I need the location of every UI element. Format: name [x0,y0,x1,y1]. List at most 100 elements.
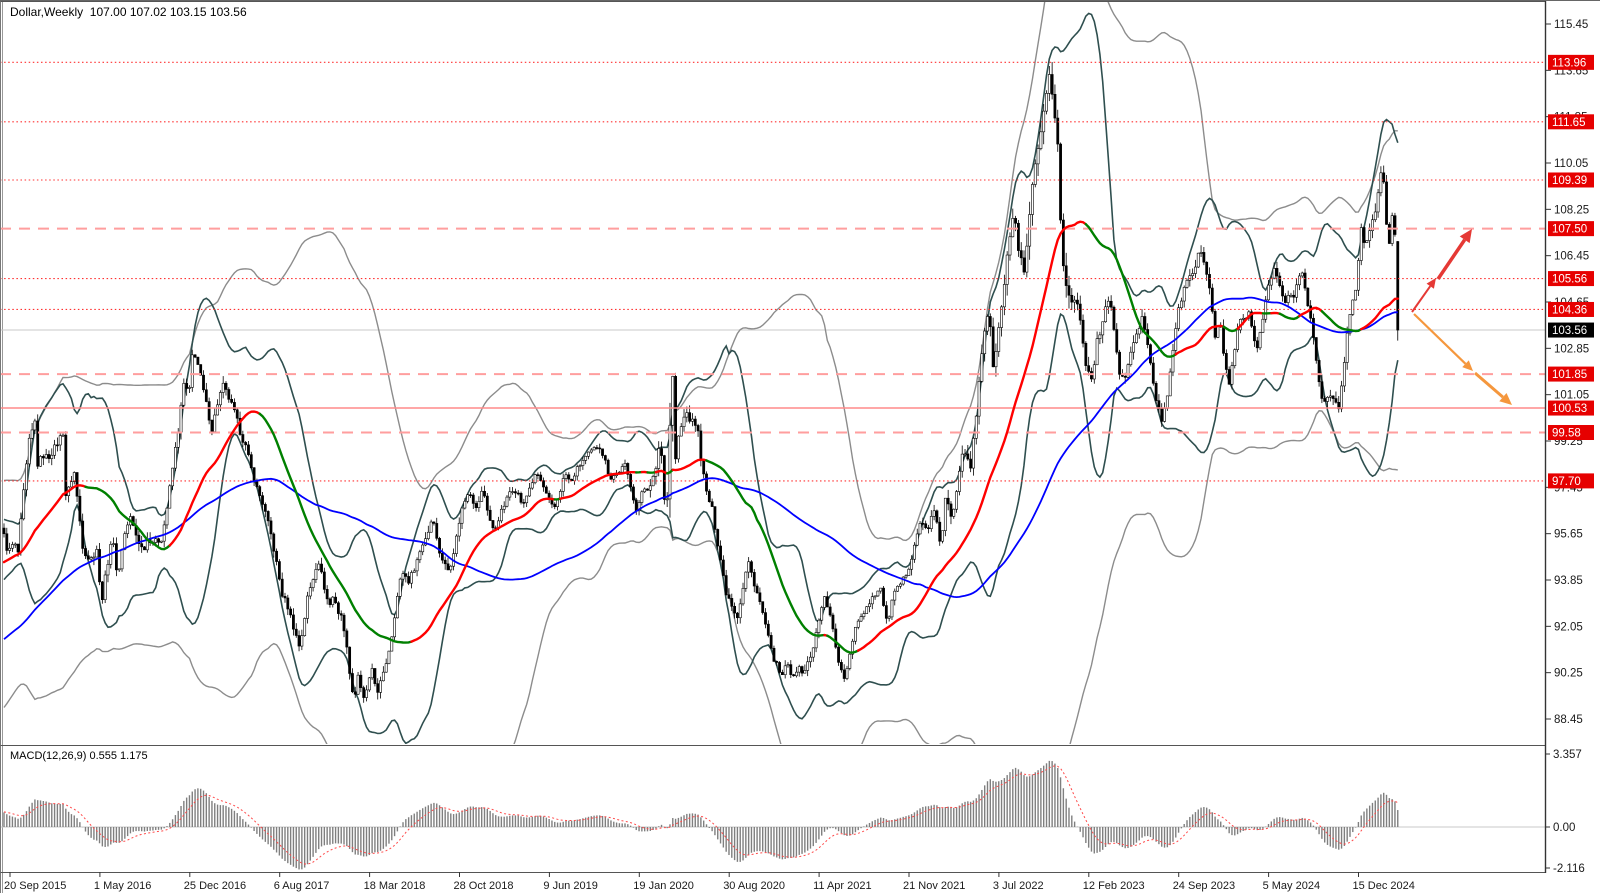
fast-ma-segment [646,471,658,474]
level-badge-text: 109.39 [1552,175,1587,187]
inner-band-lower [3,312,1399,744]
current-price-badge [1548,322,1594,338]
time-tick-label: 24 Sep 2023 [1173,880,1235,892]
price-axis[interactable]: 115.45113.65111.85110.05108.25106.45104.… [1546,19,1594,875]
fast-ma-segment [1320,310,1363,333]
projection-up-2[interactable] [1436,238,1467,280]
time-tick-label: 1 May 2016 [94,880,151,892]
fast-ma-segment [1222,325,1239,333]
time-tick-label: 28 Oct 2018 [454,880,514,892]
time-tick-label: 18 Mar 2018 [364,880,426,892]
time-tick-label: 12 Feb 2023 [1083,880,1145,892]
macd-indicator-label: MACD(12,26,9) 0.555 1.175 [10,750,148,762]
level-badge-text: 99.58 [1552,428,1581,440]
time-tick-label: 20 Sep 2015 [4,880,66,892]
level-badge [1548,425,1594,441]
macd-axis-label: 0.00 [1553,822,1575,834]
projection-down-1[interactable] [1413,313,1467,365]
fast-ma-segment [654,469,669,475]
time-tick-label: 9 Jun 2019 [543,880,597,892]
price-tick-label: 90.25 [1554,668,1583,680]
level-badge-text: 111.65 [1552,117,1585,129]
level-badge-text: 113.96 [1552,57,1586,69]
window-left-border [0,1,3,893]
slow-ma-line [3,296,1398,640]
fast-ma-segment [84,485,171,551]
price-tick-label: 108.25 [1554,204,1589,216]
fast-ma-segment [258,412,413,644]
level-badge [1548,172,1594,188]
price-tick-label: 93.85 [1554,575,1583,587]
candles [2,62,1400,703]
level-badge-text: 105.56 [1552,274,1587,286]
macd-pane [1,760,1545,870]
time-tick-label: 3 Jul 2022 [993,880,1044,892]
fast-ma-segment [857,220,1087,652]
time-tick-label: 6 Aug 2017 [274,880,330,892]
time-axis[interactable]: 20 Sep 2015 1 May 2016 25 Dec 2016 6 Aug 20… [4,872,1415,892]
main-price-pane [0,2,1546,744]
trend-projection-arrows[interactable] [1411,229,1512,405]
level-badge [1548,301,1594,317]
outer-band-lower [3,410,1398,744]
fast-ma-segment [2,484,87,564]
fast-ma-segment [666,468,674,475]
price-tick-label: 95.65 [1554,529,1583,541]
price-tick-label: 102.85 [1554,343,1589,355]
level-badge [1548,400,1594,416]
price-tick-label: 115.45 [1554,19,1588,31]
macd-axis-label: -2.116 [1553,863,1585,875]
price-tick-label: 106.45 [1554,251,1589,263]
symbol-ohlc-title: Dollar,Weekly 107.00 107.02 103.15 103.5… [10,5,247,19]
projection-down-1-head[interactable] [1462,360,1473,371]
current-price-badge-text: 103.56 [1552,325,1587,337]
outer-band-upper [3,2,1398,542]
price-tick-label: 101.05 [1554,390,1589,402]
time-tick-label: 21 Nov 2021 [903,880,965,892]
level-badge-text: 100.53 [1552,403,1587,415]
level-badge [1548,54,1594,70]
level-badge-text: 97.70 [1552,476,1581,488]
price-level-lines[interactable] [0,61,1546,482]
price-tick-label: 110.05 [1554,158,1588,170]
macd-axis-label: 3.357 [1553,749,1582,761]
level-badge [1548,114,1594,130]
fast-ma-segment [1270,311,1281,315]
time-tick-label: 5 May 2024 [1263,880,1320,892]
time-tick-label: 11 Apr 2021 [813,880,872,892]
macd-histogram [3,760,1399,870]
time-tick-label: 25 Dec 2016 [184,880,246,892]
fast-ma-segment [1298,306,1324,318]
fast-ma-segment [1174,324,1225,356]
level-badge-text: 101.85 [1552,369,1587,381]
projection-up-1[interactable] [1411,285,1432,313]
projection-up-1-head[interactable] [1426,278,1436,289]
fast-ma-segment [168,410,261,547]
projection-down-2-head[interactable] [1499,392,1512,405]
time-tick-label: 30 Aug 2020 [723,880,785,892]
inner-band-upper [3,12,1399,624]
projection-down-2[interactable] [1474,371,1504,399]
fast-ma-segment [559,471,638,500]
macd-signal-line [3,765,1399,865]
level-badge [1548,473,1594,489]
time-tick-label: 15 Dec 2024 [1353,880,1415,892]
fast-ma-segment [1278,312,1301,321]
level-badge-text: 104.36 [1552,304,1587,316]
projection-up-2-head[interactable] [1459,229,1472,244]
fast-ma-segment [705,459,826,637]
fast-ma-segment [410,497,556,643]
level-badge [1548,221,1594,237]
fast-ma-segment [1084,223,1177,358]
fast-ma-segment [1360,297,1399,331]
fast-ma-segment [671,458,708,472]
level-badge [1548,271,1594,287]
price-tick-label: 88.45 [1554,714,1583,726]
level-badge-text: 107.50 [1552,224,1587,236]
level-badge [1548,366,1594,382]
time-tick-label: 19 Jan 2020 [633,880,694,892]
fast-ma-segment [1236,311,1265,330]
fast-ma-segment [826,634,860,654]
